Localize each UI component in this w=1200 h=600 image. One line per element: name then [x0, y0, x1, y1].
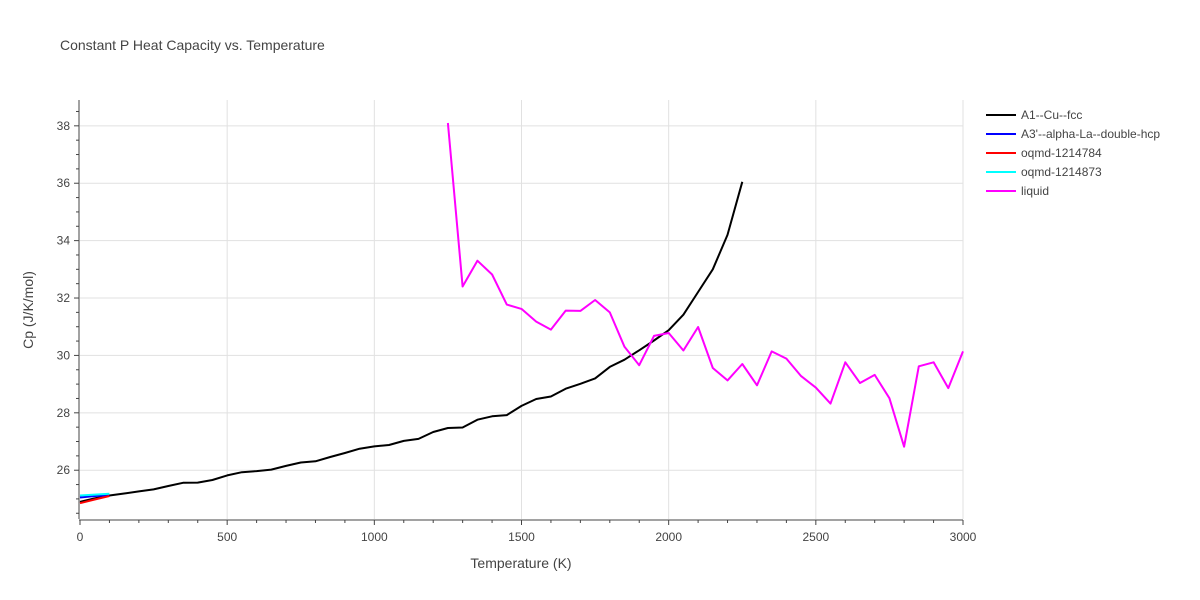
x-tick-label: 1000: [361, 530, 388, 544]
x-tick-label: 2500: [802, 530, 829, 544]
x-axis-title: Temperature (K): [470, 555, 571, 571]
y-tick-label: 36: [57, 176, 71, 190]
x-tick-label: 2000: [655, 530, 682, 544]
series-line-a3-alpha-la-double-hcp[interactable]: [79, 494, 110, 499]
y-tick-label: 30: [57, 348, 71, 362]
y-tick-label: 32: [57, 291, 71, 305]
legend-item[interactable]: oqmd-1214784: [986, 146, 1102, 160]
legend-label: oqmd-1214873: [1021, 165, 1102, 179]
legend-label: A1--Cu--fcc: [1021, 108, 1082, 122]
legend-label: A3'--alpha-La--double-hcp: [1021, 127, 1160, 141]
y-axis-title: Cp (J/K/mol): [20, 271, 36, 349]
legend-label: oqmd-1214784: [1021, 146, 1102, 160]
y-tick-label: 28: [57, 406, 71, 420]
grid: [80, 100, 964, 519]
x-tick-label: 500: [217, 530, 237, 544]
axes: 0 500 1000 1500 2000 2500 3000 26 28 30 32 34 36 38: [57, 100, 977, 544]
y-tick-label: 38: [57, 119, 71, 133]
legend-item[interactable]: liquid: [986, 184, 1049, 198]
chart-title: Constant P Heat Capacity vs. Temperature: [60, 37, 325, 53]
series-line-oqmd-1214784[interactable]: [79, 495, 110, 505]
y-tick-label: 34: [57, 234, 71, 248]
y-tick-label: 26: [57, 463, 71, 477]
legend-label: liquid: [1021, 184, 1049, 198]
x-tick-label: 3000: [950, 530, 977, 544]
x-tick-label: 0: [77, 530, 84, 544]
series-lines: [79, 122, 964, 505]
series-line-a1-cu-fcc[interactable]: [79, 181, 744, 503]
series-line-liquid[interactable]: [446, 122, 964, 448]
series-line-oqmd-1214873[interactable]: [79, 492, 110, 497]
legend-item[interactable]: A3'--alpha-La--double-hcp: [986, 127, 1160, 141]
x-tick-label: 1500: [508, 530, 535, 544]
legend-item[interactable]: A1--Cu--fcc: [986, 108, 1082, 122]
legend[interactable]: A1--Cu--fcc A3'--alpha-La--double-hcp oqmd…: [986, 108, 1160, 198]
legend-item[interactable]: oqmd-1214873: [986, 165, 1102, 179]
